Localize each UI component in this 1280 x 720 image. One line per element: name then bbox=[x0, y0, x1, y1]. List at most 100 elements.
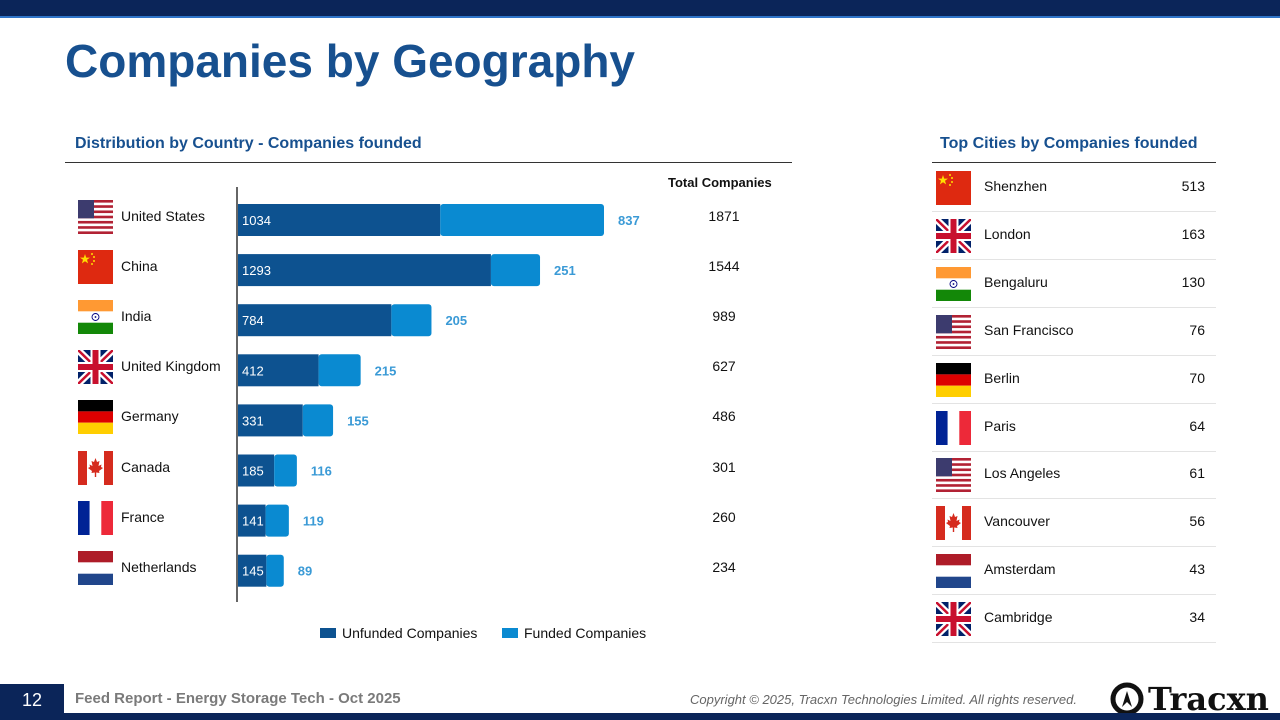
city-section-rule bbox=[932, 162, 1216, 163]
bar-unfunded bbox=[238, 354, 319, 387]
country-name: United Kingdom bbox=[121, 358, 221, 375]
city-row: Berlin 70 bbox=[932, 356, 1216, 404]
city-name: Shenzhen bbox=[984, 178, 1048, 194]
country-total-value: 1871 bbox=[708, 208, 740, 224]
us-flag-icon bbox=[78, 200, 113, 234]
legend-unfunded: Unfunded Companies bbox=[320, 625, 477, 641]
germany-flag-icon bbox=[936, 362, 971, 397]
bar-label-funded: 116 bbox=[311, 464, 332, 479]
bar-label-unfunded: 412 bbox=[242, 363, 264, 378]
country-section-rule bbox=[65, 162, 792, 163]
country-total-value: 301 bbox=[712, 458, 736, 475]
bar-funded bbox=[302, 404, 334, 437]
legend-funded: Funded Companies bbox=[502, 625, 646, 641]
bar-label-unfunded: 1034 bbox=[242, 213, 271, 228]
city-name: Paris bbox=[984, 417, 1016, 434]
canada-flag-icon bbox=[78, 450, 113, 485]
page-number: 12 bbox=[0, 684, 64, 716]
uk-flag-icon bbox=[78, 350, 113, 385]
city-name: Los Angeles bbox=[984, 465, 1061, 482]
country-section-title: Distribution by Country - Companies foun… bbox=[75, 135, 422, 152]
bar-unfunded bbox=[238, 304, 392, 337]
country-name: United States bbox=[121, 208, 206, 224]
bar-label-funded: 837 bbox=[618, 213, 640, 228]
city-row: Shenzhen 513 bbox=[932, 164, 1216, 212]
bar-label-unfunded: 331 bbox=[242, 413, 264, 428]
us-flag-icon bbox=[936, 458, 971, 493]
bar-funded bbox=[490, 254, 541, 287]
city-value: 56 bbox=[1189, 513, 1205, 530]
city-row: Amsterdam 43 bbox=[932, 547, 1216, 596]
legend-label-funded: Funded Companies bbox=[524, 625, 647, 641]
bar-label-unfunded: 1293 bbox=[242, 263, 271, 278]
country-total-value: 1544 bbox=[708, 258, 740, 275]
city-value: 70 bbox=[1189, 369, 1205, 386]
city-row: San Francisco 76 bbox=[932, 308, 1216, 356]
city-value: 43 bbox=[1189, 561, 1205, 578]
city-section-title: Top Cities by Companies founded bbox=[940, 135, 1198, 152]
bar-funded bbox=[266, 554, 284, 587]
france-flag-icon bbox=[78, 500, 113, 535]
country-name: Germany bbox=[121, 408, 179, 425]
city-name: Bengaluru bbox=[984, 273, 1048, 290]
country-total-value: 627 bbox=[712, 358, 736, 375]
country-total-value: 234 bbox=[712, 558, 736, 575]
legend-label-unfunded: Unfunded Companies bbox=[342, 625, 478, 641]
germany-flag-icon bbox=[78, 400, 113, 435]
tracxn-logo-icon bbox=[1110, 682, 1144, 716]
total-companies-header: Total Companies bbox=[668, 175, 772, 190]
city-value: 34 bbox=[1189, 609, 1205, 626]
country-name: India bbox=[121, 308, 152, 325]
bar-label-funded: 119 bbox=[303, 514, 324, 529]
bar-label-unfunded: 141 bbox=[242, 514, 264, 529]
footer-bar bbox=[0, 713, 1280, 720]
city-name: London bbox=[984, 225, 1031, 242]
bar-label-funded: 215 bbox=[375, 363, 397, 378]
bar-label-unfunded: 784 bbox=[242, 313, 264, 328]
bar-unfunded bbox=[238, 404, 303, 437]
france-flag-icon bbox=[936, 410, 971, 445]
bar-funded bbox=[318, 354, 361, 387]
bar-unfunded bbox=[238, 454, 275, 487]
bar-funded bbox=[391, 304, 432, 337]
city-value: 130 bbox=[1181, 273, 1205, 290]
city-value: 163 bbox=[1181, 225, 1205, 242]
city-row: Vancouver 56 bbox=[932, 499, 1216, 548]
top-bar-accent bbox=[0, 16, 1280, 18]
country-total-value: 260 bbox=[712, 508, 736, 525]
bar-funded bbox=[440, 204, 604, 236]
city-name: San Francisco bbox=[984, 321, 1074, 338]
bar-unfunded bbox=[238, 554, 267, 587]
city-value: 513 bbox=[1181, 178, 1205, 194]
city-row: London 163 bbox=[932, 212, 1216, 260]
city-value: 76 bbox=[1189, 321, 1205, 338]
bar-label-unfunded: 145 bbox=[242, 564, 264, 579]
netherlands-flag-icon bbox=[78, 550, 113, 585]
country-name: China bbox=[121, 258, 158, 275]
bar-label-funded: 205 bbox=[445, 313, 467, 328]
legend-swatch-unfunded bbox=[320, 628, 336, 638]
bar-funded bbox=[265, 504, 289, 537]
city-name: Cambridge bbox=[984, 609, 1053, 626]
bar-unfunded bbox=[238, 204, 441, 236]
city-value: 61 bbox=[1189, 465, 1205, 482]
tracxn-logo: Tracxn bbox=[1110, 680, 1269, 718]
uk-flag-icon bbox=[936, 218, 971, 253]
footer-copyright: Copyright © 2025, Tracxn Technologies Li… bbox=[690, 692, 1078, 707]
china-flag-icon bbox=[936, 171, 971, 205]
city-value: 64 bbox=[1189, 417, 1205, 434]
bar-label-unfunded: 185 bbox=[242, 464, 264, 479]
city-name: Vancouver bbox=[984, 513, 1050, 530]
country-name: Canada bbox=[121, 458, 171, 475]
city-row: Bengaluru 130 bbox=[932, 260, 1216, 308]
city-row: Los Angeles 61 bbox=[932, 451, 1216, 500]
country-name: France bbox=[121, 508, 165, 525]
country-name: Netherlands bbox=[121, 558, 197, 575]
canada-flag-icon bbox=[936, 506, 971, 541]
city-name: Berlin bbox=[984, 369, 1020, 386]
bar-unfunded bbox=[238, 504, 266, 537]
country-total-value: 989 bbox=[712, 308, 736, 325]
tracxn-logo-text: Tracxn bbox=[1148, 680, 1269, 718]
city-row: Paris 64 bbox=[932, 404, 1216, 452]
